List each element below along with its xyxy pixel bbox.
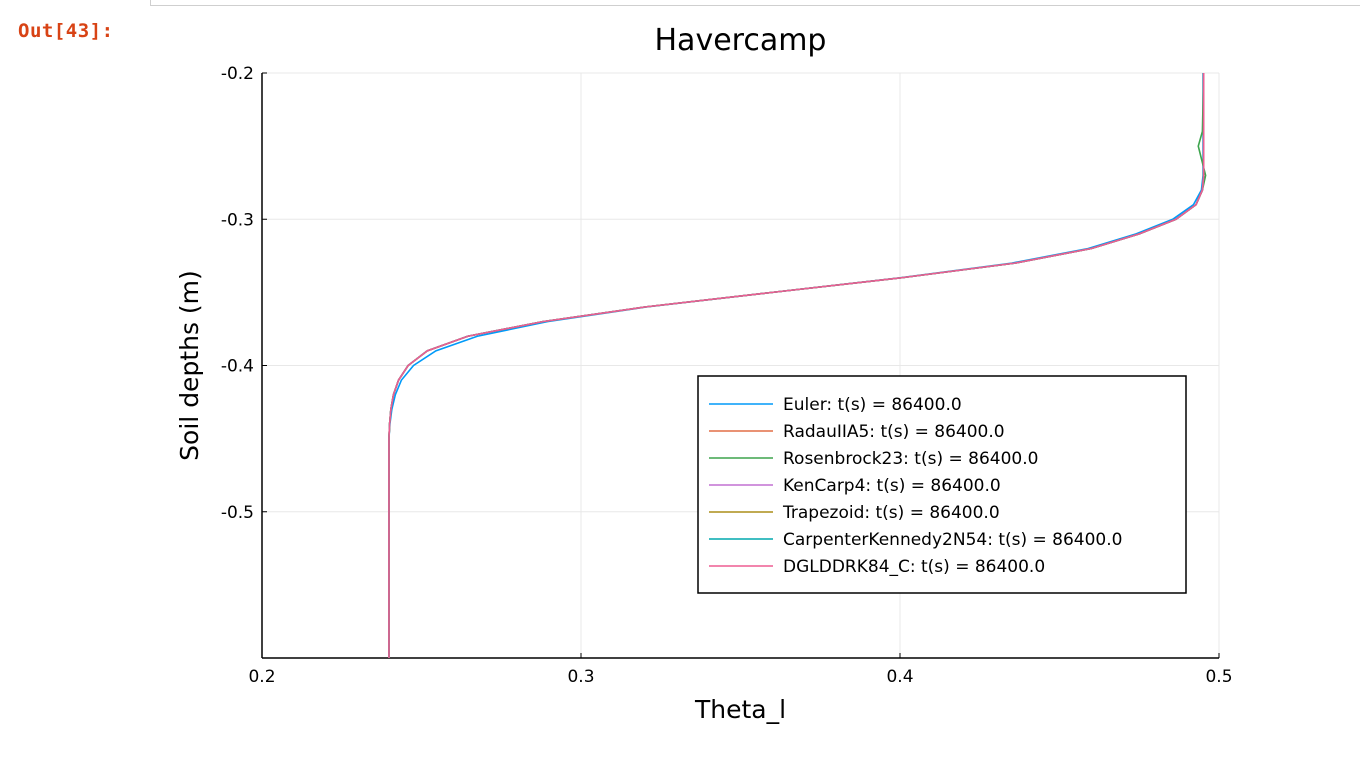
y-tick-label: -0.5 <box>221 503 254 523</box>
x-tick-label: 0.4 <box>886 667 913 687</box>
y-tick-label: -0.3 <box>221 210 254 230</box>
x-axis-label: Theta_l <box>694 695 786 724</box>
y-tick-label: -0.4 <box>221 357 254 377</box>
y-tick-label: -0.2 <box>221 64 254 84</box>
legend-label: CarpenterKennedy2N54: t(s) = 86400.0 <box>783 530 1122 550</box>
legend-box <box>697 375 1187 594</box>
x-tick-label: 0.5 <box>1205 667 1232 687</box>
legend-label: RadauIIA5: t(s) = 86400.0 <box>783 422 1005 442</box>
legend-label: Euler: t(s) = 86400.0 <box>783 395 962 415</box>
legend-label: Rosenbrock23: t(s) = 86400.0 <box>783 449 1038 469</box>
notebook-cell-border <box>150 0 1360 6</box>
y-axis-label: Soil depths (m) <box>175 270 204 461</box>
legend-label: Trapezoid: t(s) = 86400.0 <box>782 503 1000 523</box>
x-tick-label: 0.3 <box>567 667 594 687</box>
series-line <box>388 73 1205 658</box>
x-tick-label: 0.2 <box>248 667 275 687</box>
legend-label: KenCarp4: t(s) = 86400.0 <box>783 476 1001 496</box>
chart-title: Havercamp <box>655 23 827 58</box>
series-lines <box>388 72 1207 658</box>
output-prompt: Out[43]: <box>18 20 114 42</box>
legend: Euler: t(s) = 86400.0 RadauIIA5: t(s) = 8… <box>697 375 1187 594</box>
legend-label: DGLDDRK84_C: t(s) = 86400.0 <box>783 557 1045 577</box>
axes: 0.2 0.3 0.4 0.5 -0.2 -0.3 -0.4 -0.5 <box>221 64 1233 687</box>
